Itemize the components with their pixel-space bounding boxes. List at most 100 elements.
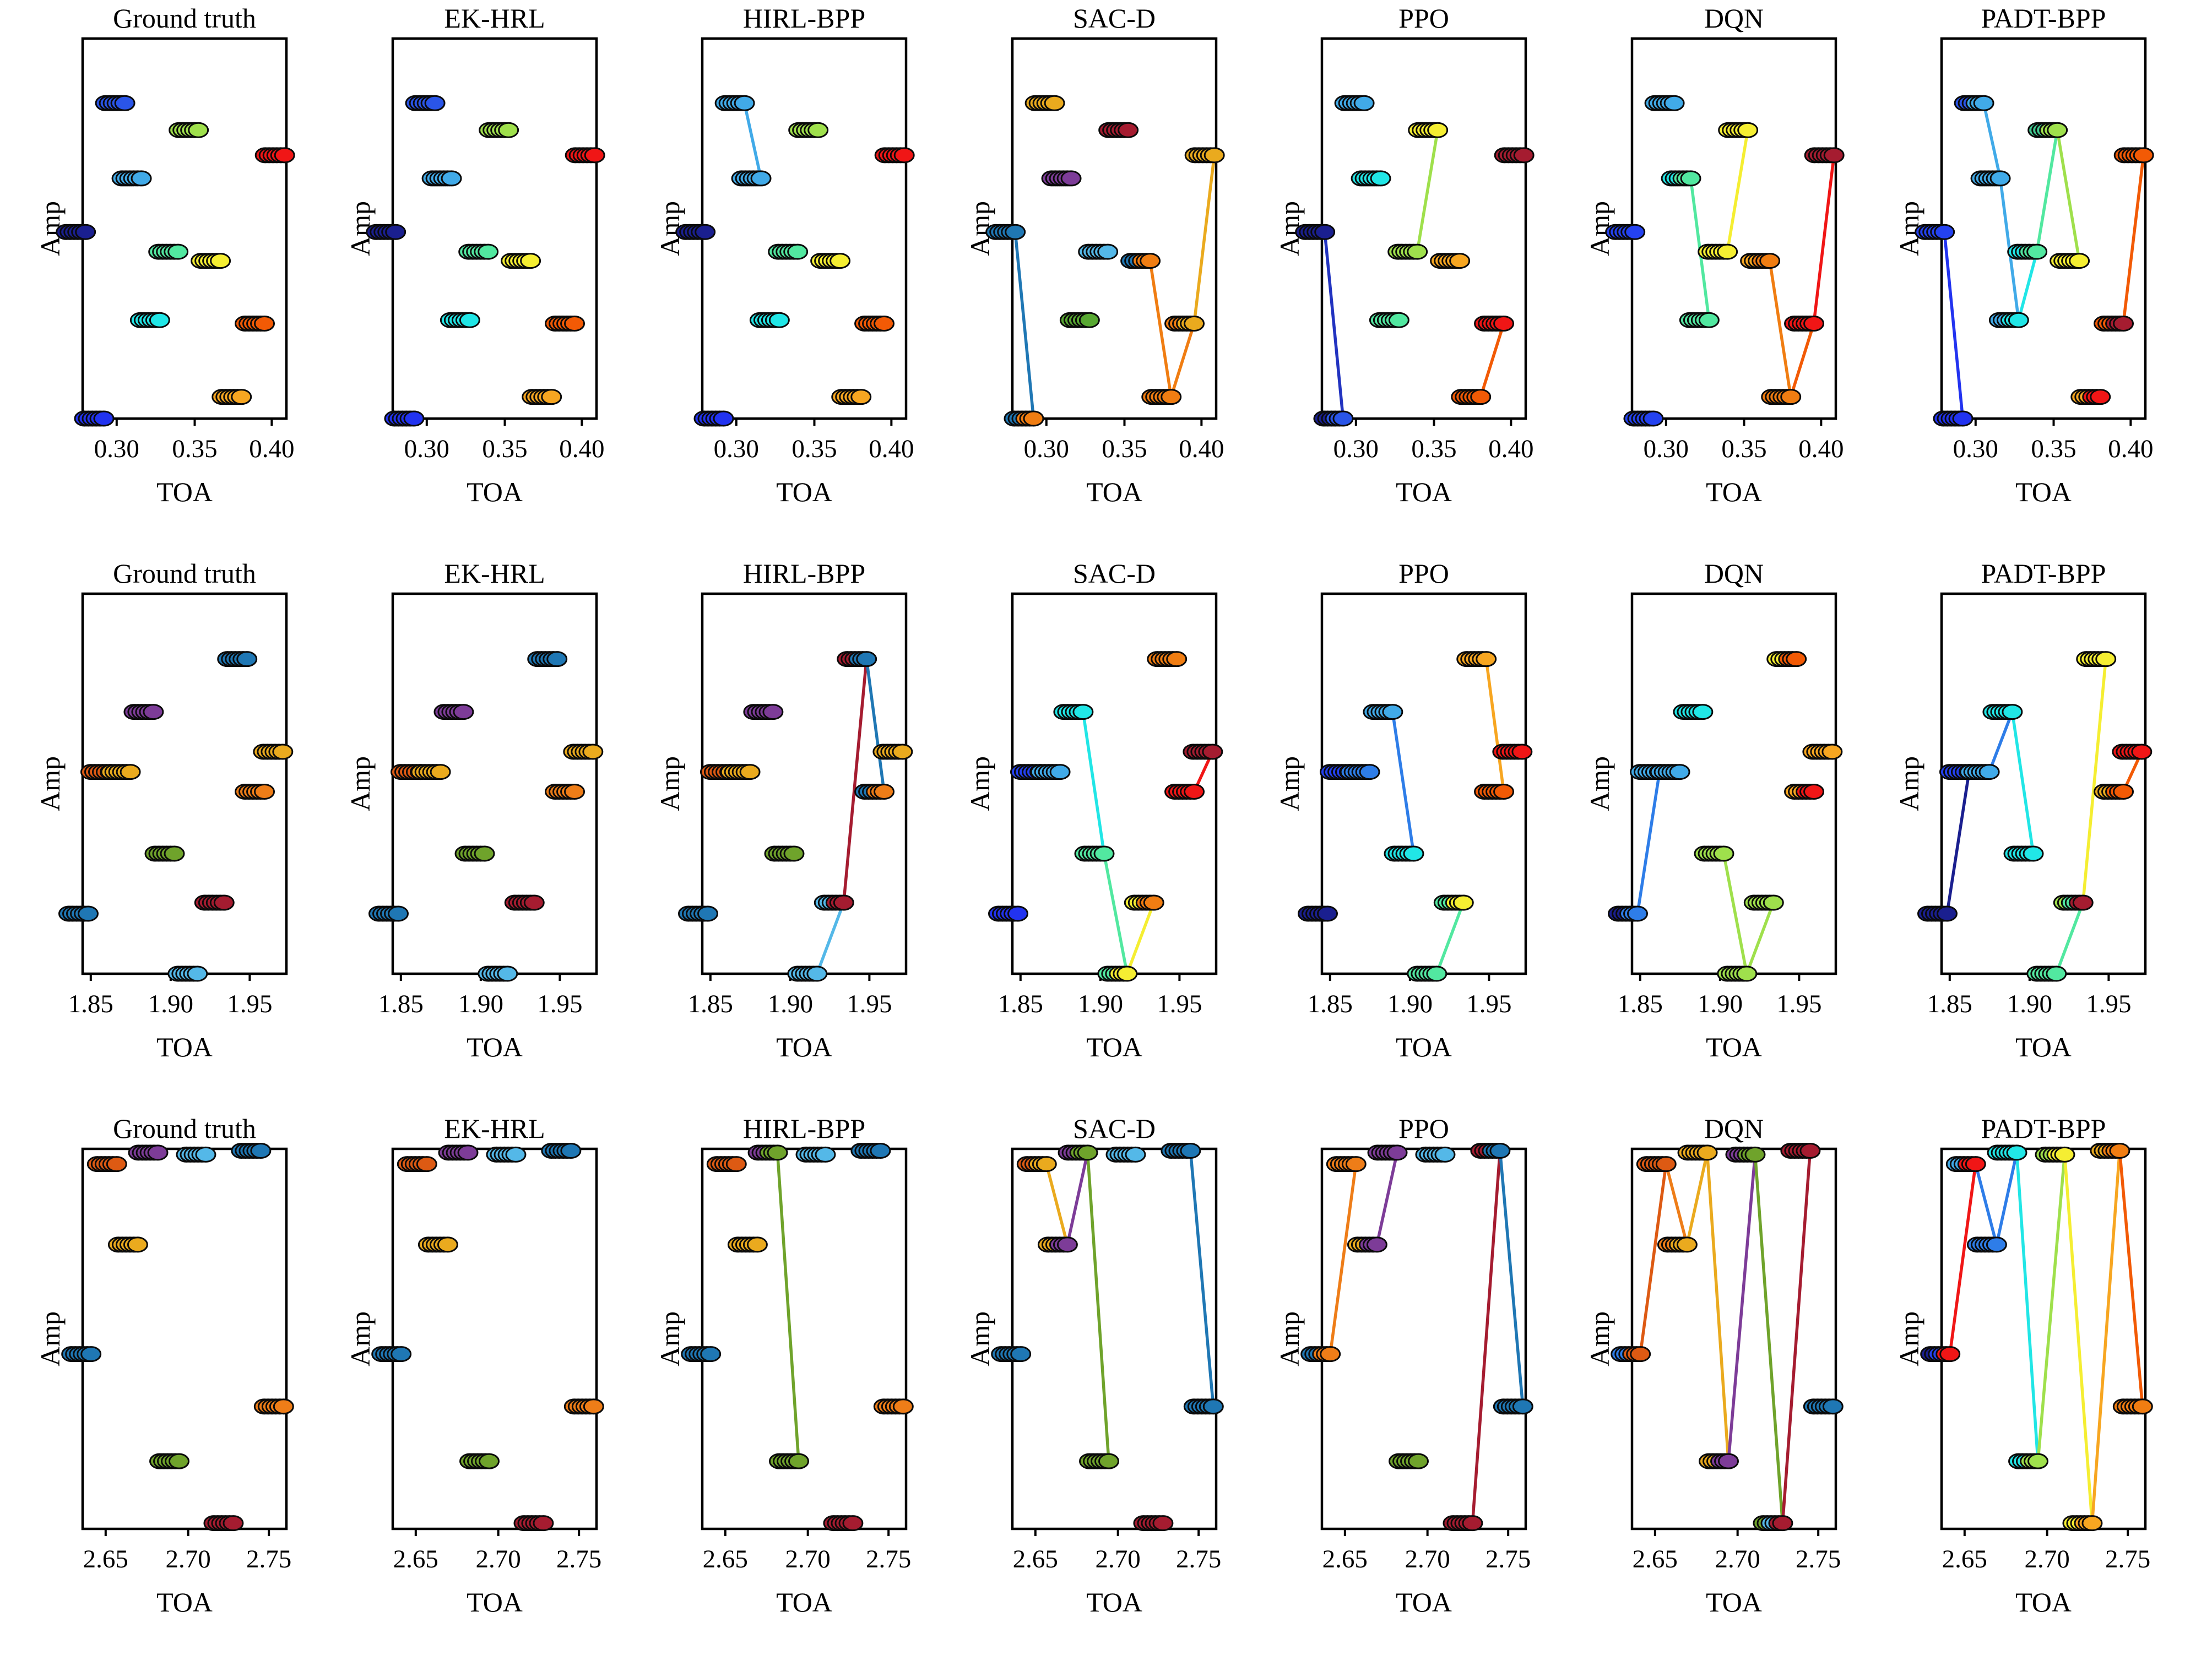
pulse-marker <box>167 243 189 260</box>
y-axis-label: Amp <box>964 1311 995 1366</box>
pulse-marker <box>762 704 784 720</box>
x-tick-label: 1.85 <box>997 990 1043 1018</box>
scatter-cluster <box>371 1346 411 1363</box>
assignment-line <box>1065 1151 1089 1246</box>
pulse-marker <box>540 389 562 405</box>
pulse-marker <box>1117 122 1138 138</box>
pulse-marker <box>1821 744 1842 760</box>
x-tick-label: 1.95 <box>1157 990 1202 1018</box>
scatter-cluster <box>1340 764 1380 780</box>
pulse-marker <box>1403 845 1424 862</box>
scatter-cluster <box>854 316 895 332</box>
x-axis-label: TOA <box>776 1032 832 1062</box>
scatter-cluster <box>56 224 96 240</box>
x-tick-label: 0.40 <box>2108 435 2153 463</box>
panel-title: PPO <box>1398 1115 1449 1144</box>
pulse-marker <box>80 1346 102 1363</box>
scatter-cluster <box>74 410 115 427</box>
pulse-marker <box>1098 1453 1119 1469</box>
scatter-cluster <box>1604 224 1645 240</box>
scatter-cluster <box>421 170 462 187</box>
scatter-cluster <box>1164 783 1205 800</box>
assignment-line <box>1498 1149 1525 1408</box>
scatter-cluster <box>95 95 135 111</box>
pulse-marker <box>1449 253 1471 269</box>
scatter-cluster <box>1183 1398 1224 1415</box>
scatter-cluster <box>1780 1142 1820 1159</box>
scatter-cluster <box>2007 243 2048 260</box>
x-tick-label: 2.75 <box>1485 1545 1531 1573</box>
scatter-cluster <box>231 1142 272 1159</box>
scatter-cluster <box>1804 147 1845 164</box>
scatter-cluster <box>254 147 295 164</box>
x-tick-label: 0.40 <box>1798 435 1844 463</box>
pulse-marker <box>2026 243 2048 260</box>
scatter-cluster <box>1326 1156 1367 1173</box>
pulse-marker <box>815 1146 836 1163</box>
pulse-marker <box>1780 389 1801 405</box>
pulse-marker <box>1093 845 1114 862</box>
scatter-cluster <box>769 1453 810 1469</box>
pulse-marker <box>459 312 480 328</box>
scatter-cluster <box>1182 744 1223 760</box>
pulse-marker <box>1716 243 1738 260</box>
pulse-marker <box>1183 316 1205 332</box>
pulse-marker <box>874 783 895 800</box>
scatter-cluster <box>458 243 498 260</box>
pulse-marker <box>768 312 790 328</box>
scatter-cluster <box>1058 1144 1098 1161</box>
pulse-marker <box>2109 1142 2130 1159</box>
pulse-marker <box>582 744 603 760</box>
pulse-marker <box>1973 95 1994 111</box>
pulse-marker <box>1022 410 1044 427</box>
pulse-marker <box>1462 1515 1483 1532</box>
scatter-cluster <box>985 224 1026 240</box>
pulse-marker <box>807 122 829 138</box>
panel-title: EK-HRL <box>444 560 545 589</box>
x-tick-label: 2.65 <box>1632 1545 1677 1573</box>
x-tick-label: 1.90 <box>2007 990 2052 1018</box>
x-tick-label: 0.35 <box>1721 435 1766 463</box>
scatter-cluster <box>176 1146 216 1163</box>
panel-title: SAC-D <box>1072 4 1155 34</box>
pulse-marker <box>563 316 585 332</box>
assignment-line <box>1484 657 1505 794</box>
scatter-cluster <box>1097 965 1137 982</box>
scatter-cluster <box>128 1144 169 1161</box>
scatter-cluster <box>527 651 567 668</box>
assignment-line <box>1995 1151 2019 1246</box>
y-axis-label: Amp <box>1894 1311 1924 1366</box>
scatter-cluster <box>107 1236 148 1253</box>
pulse-marker <box>477 243 498 260</box>
x-tick-label: 1.85 <box>378 990 423 1018</box>
pulse-marker <box>147 1144 169 1161</box>
pulse-marker <box>2027 1453 2049 1469</box>
scatter-cluster <box>1959 764 2000 780</box>
scatter-cluster <box>2027 122 2068 138</box>
scatter-cluster <box>2008 1453 2049 1469</box>
x-tick-label: 1.90 <box>768 990 813 1018</box>
scatter-cluster <box>1347 1236 1387 1253</box>
x-axis-label: TOA <box>1706 1032 1762 1062</box>
scatter-cluster <box>253 744 294 760</box>
scatter-cluster <box>2050 253 2090 269</box>
pulse-marker <box>2095 651 2117 668</box>
pulse-marker <box>149 312 170 328</box>
scatter-cluster <box>212 389 252 405</box>
panel-title: HIRL-BPP <box>743 1115 865 1144</box>
x-axis-label: TOA <box>2015 1032 2072 1062</box>
scatter-cluster <box>1982 704 2023 720</box>
x-tick-label: 2.70 <box>1095 1545 1140 1573</box>
pulse-marker <box>231 389 252 405</box>
scatter-cluster <box>1743 894 1784 911</box>
scatter-cluster <box>850 1142 891 1159</box>
plot-border <box>81 592 288 975</box>
scatter-cluster <box>397 1156 437 1173</box>
pulse-marker <box>236 651 258 668</box>
scatter-cluster <box>129 312 170 328</box>
pulse-marker <box>893 147 915 164</box>
panel-title: DQN <box>1704 1115 1763 1144</box>
scatter-cluster <box>477 965 518 982</box>
